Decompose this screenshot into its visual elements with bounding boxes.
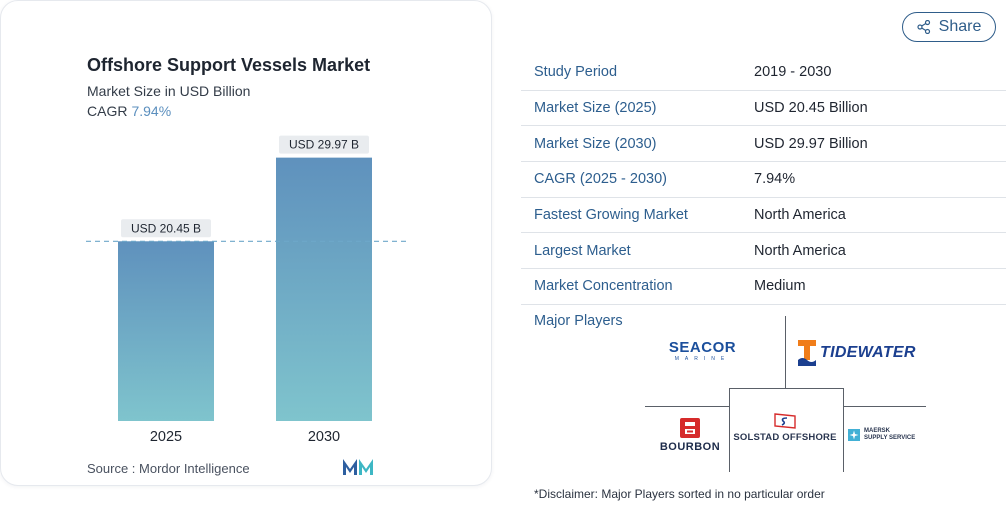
chart-title: Offshore Support Vessels Market: [87, 55, 371, 75]
tidewater-logo[interactable]: TIDEWATER: [798, 340, 916, 366]
info-key: Fastest Growing Market: [534, 207, 688, 224]
info-value: North America: [754, 242, 846, 259]
info-row-cagr: CAGR (2025 - 2030) 7.94%: [521, 162, 1006, 198]
info-value: North America: [754, 207, 846, 224]
info-row-fastest-growing: Fastest Growing Market North America: [521, 198, 1006, 234]
mordor-logo: [343, 459, 373, 475]
bourbon-mark-icon: [680, 418, 700, 438]
bar-2030: [276, 157, 372, 422]
market-info-table: Study Period 2019 - 2030 Market Size (20…: [521, 55, 1006, 305]
info-key: Market Size (2030): [534, 135, 657, 152]
info-row-study-period: Study Period 2019 - 2030: [521, 55, 1006, 91]
tidewater-name: TIDEWATER: [820, 344, 916, 361]
maersk-name: MAERSK SUPPLY SERVICE: [864, 428, 915, 441]
info-row-largest-market: Largest Market North America: [521, 233, 1006, 270]
seacor-name: SEACOR: [668, 339, 737, 356]
info-row-market-size-2030: Market Size (2030) USD 29.97 Billion: [521, 126, 1006, 163]
share-button[interactable]: Share: [902, 12, 996, 42]
info-key: Study Period: [534, 64, 618, 81]
value-label-box: [279, 135, 369, 154]
share-icon: [917, 20, 930, 34]
solstad-offshore-logo[interactable]: SOLSTAD OFFSHORE: [732, 412, 838, 443]
info-row-concentration: Market Concentration Medium: [521, 269, 1006, 305]
maersk-line2: SUPPLY SERVICE: [864, 434, 916, 441]
share-label: Share: [938, 18, 982, 35]
grid-divider: [843, 406, 926, 407]
info-value: 7.94%: [754, 171, 796, 188]
solstad-name: SOLSTAD OFFSHORE: [733, 432, 837, 443]
info-value: USD 20.45 Billion: [754, 100, 868, 117]
info-key: Largest Market: [534, 242, 631, 259]
bar-2025: [118, 241, 214, 421]
market-chart-card: Offshore Support Vessels Market Market S…: [0, 0, 492, 486]
chart-subtitle: Market Size in USD Billion: [87, 83, 251, 99]
grid-divider: [645, 406, 729, 407]
grid-divider: [785, 316, 786, 388]
bar-chart: USD 20.45 B USD 29.97 B 2025 2030: [86, 135, 406, 445]
bourbon-logo[interactable]: BOURBON: [655, 418, 725, 453]
info-row-market-size-2025: Market Size (2025) USD 20.45 Billion: [521, 91, 1006, 127]
info-key: Market Concentration: [534, 278, 673, 295]
x-tick-label: 2030: [308, 429, 340, 445]
grid-divider: [729, 388, 843, 389]
grid-divider: [843, 388, 844, 472]
seacor-tag: MARINE: [674, 356, 731, 362]
disclaimer-text: *Disclaimer: Major Players sorted in no …: [534, 487, 825, 501]
value-label: USD 20.45 B: [131, 221, 201, 235]
info-value: Medium: [754, 278, 806, 295]
maersk-line1: MAERSK: [864, 428, 891, 434]
cagr-value: 7.94%: [131, 103, 172, 119]
info-key: Market Size (2025): [534, 100, 657, 117]
seacor-marine-logo[interactable]: SEACOR MARINE: [660, 340, 745, 362]
info-value: 2019 - 2030: [754, 64, 832, 81]
tidewater-mark-icon: [798, 340, 816, 366]
bourbon-name: BOURBON: [659, 441, 721, 453]
value-label-box: [121, 219, 211, 238]
x-tick-label: 2025: [150, 429, 182, 445]
cagr-label: CAGR: [87, 103, 128, 119]
maersk-star-icon: [848, 428, 860, 441]
maersk-supply-logo[interactable]: MAERSK SUPPLY SERVICE: [848, 428, 915, 441]
grid-divider: [729, 388, 730, 472]
value-label: USD 29.97 B: [289, 138, 359, 152]
major-players-label: Major Players: [534, 313, 623, 329]
chart-cagr: CAGR 7.94%: [87, 103, 171, 119]
solstad-flag-icon: [774, 413, 796, 429]
info-value: USD 29.97 Billion: [754, 135, 868, 152]
chart-source: Source : Mordor Intelligence: [87, 461, 250, 476]
info-key: CAGR (2025 - 2030): [534, 171, 667, 188]
